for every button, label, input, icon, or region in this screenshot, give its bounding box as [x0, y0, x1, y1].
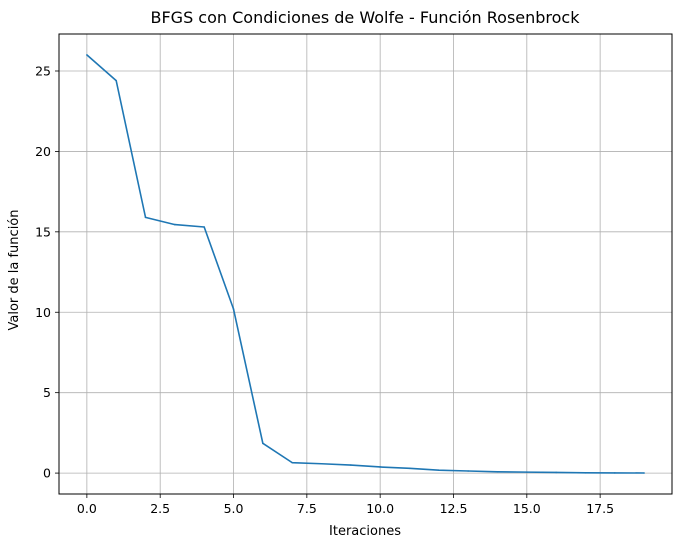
x-axis-label: Iteraciones: [329, 524, 401, 539]
data-point: [584, 471, 587, 474]
data-point: [643, 472, 645, 474]
y-tick-label: 10: [35, 305, 51, 320]
x-tick-label: 17.5: [586, 501, 614, 516]
data-point: [438, 469, 440, 471]
data-point: [555, 471, 557, 474]
x-tick-label: 7.5: [297, 501, 317, 516]
data-point: [115, 79, 117, 82]
series-line-0: [86, 54, 645, 474]
data-point: [144, 216, 147, 219]
y-tick-label: 20: [35, 144, 51, 159]
x-tick-label: 5.0: [224, 501, 244, 516]
y-tick-label: 5: [43, 385, 51, 400]
data-point: [203, 226, 205, 228]
grid: [59, 34, 672, 494]
series-group: [86, 54, 645, 474]
chart-title: BFGS con Condiciones de Wolfe - Función …: [150, 8, 580, 27]
data-point: [320, 462, 323, 465]
x-tick-label: 0.0: [77, 501, 97, 516]
x-tick-label: 12.5: [440, 501, 468, 516]
x-tick-label: 15.0: [513, 501, 541, 516]
data-point: [614, 472, 616, 474]
data-point: [379, 466, 381, 468]
x-axis-ticks: 0.0 2.5 5.0 7.5 10.0 12.5 15.0 17.5: [77, 494, 614, 516]
y-tick-label: 25: [35, 63, 51, 78]
data-point: [232, 308, 235, 310]
y-tick-label: 0: [43, 466, 51, 481]
data-point: [526, 471, 528, 473]
y-axis-label: Valor de la función: [7, 210, 22, 331]
data-point: [174, 223, 176, 226]
data-point: [262, 442, 264, 445]
data-point: [291, 461, 293, 464]
data-point: [496, 471, 499, 473]
data-point: [408, 467, 411, 470]
y-tick-label: 15: [35, 224, 51, 239]
data-point: [86, 54, 88, 56]
x-tick-label: 10.0: [366, 501, 394, 516]
plot-frame: [58, 33, 673, 495]
data-point: [350, 464, 352, 466]
data-point: [467, 470, 469, 472]
y-axis-ticks: 0 5 10 15 20 25: [35, 63, 59, 481]
x-tick-label: 2.5: [150, 501, 170, 516]
